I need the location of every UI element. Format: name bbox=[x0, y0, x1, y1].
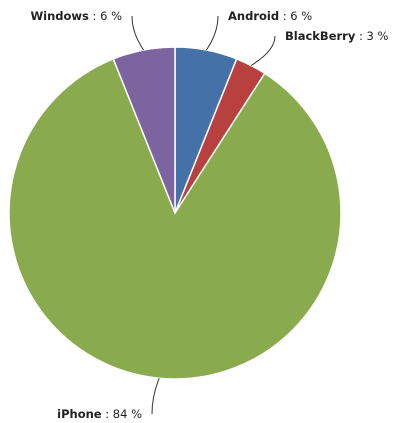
data-label-android: Android : 6 % bbox=[228, 9, 312, 23]
leader-line-blackberry bbox=[250, 35, 276, 66]
data-label-windows: Windows : 6 % bbox=[30, 9, 122, 23]
pie-labels: Android : 6 % BlackBerry : 3 % iPhone : 84… bbox=[30, 9, 388, 421]
leader-line-iphone bbox=[151, 378, 160, 415]
leader-line-android bbox=[205, 15, 219, 51]
leader-line-windows bbox=[131, 15, 145, 51]
pie-slice-iphone bbox=[8, 57, 342, 380]
pie-slices bbox=[8, 46, 342, 380]
data-label-blackberry: BlackBerry : 3 % bbox=[285, 29, 389, 43]
data-label-iphone: iPhone : 84 % bbox=[57, 407, 142, 421]
